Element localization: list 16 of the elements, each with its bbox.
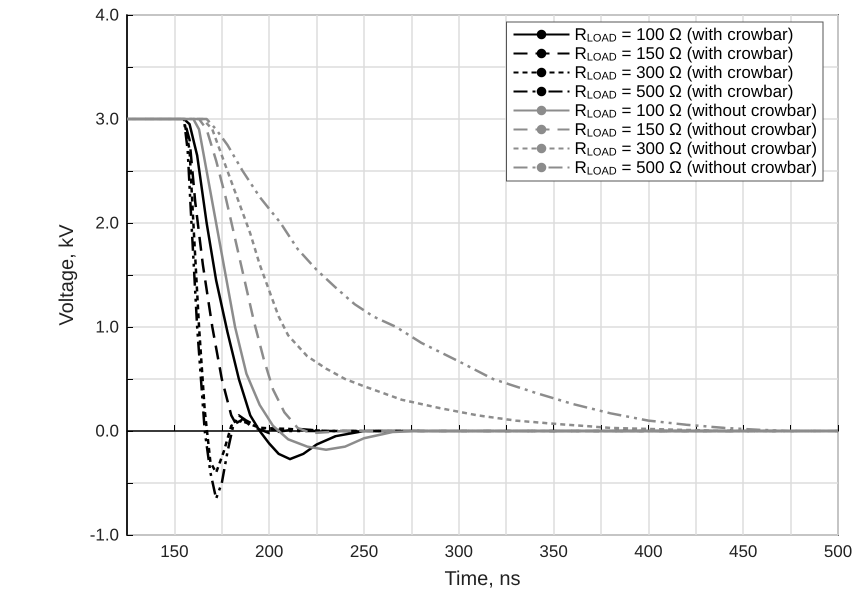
x-axis-title: Time, ns — [444, 568, 520, 590]
y-tick-label: 3.0 — [95, 110, 119, 128]
x-tick-label: 150 — [160, 542, 189, 561]
x-tick-label: 200 — [255, 542, 284, 561]
y-tick-label: 1.0 — [95, 318, 119, 336]
x-tick-label: 250 — [350, 542, 378, 561]
x-tick-label: 500 — [824, 542, 852, 561]
y-tick-label: -1.0 — [90, 526, 119, 544]
x-tick-label: 300 — [444, 542, 473, 561]
y-tick-label: 0.0 — [95, 422, 119, 440]
x-tick-label: 450 — [729, 542, 758, 561]
y-tick-label: 4.0 — [95, 6, 119, 24]
x-tick-label: 350 — [539, 542, 568, 561]
y-tick-label: 2.0 — [95, 214, 119, 232]
y-axis-title: Voltage, kV — [56, 224, 78, 326]
x-tick-label: 400 — [634, 542, 663, 561]
